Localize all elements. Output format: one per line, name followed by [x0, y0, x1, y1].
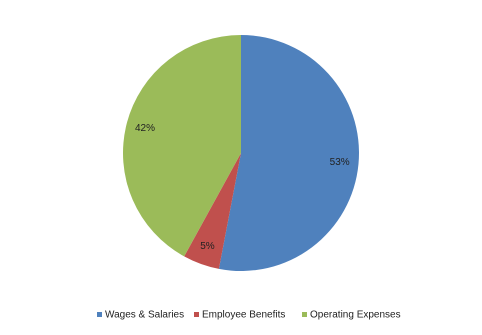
legend-label: Wages & Salaries	[105, 310, 184, 321]
legend-swatch	[194, 312, 199, 317]
legend-swatch	[302, 312, 307, 317]
data-label: 5%	[200, 241, 215, 252]
data-label: 42%	[135, 123, 155, 134]
pie-slice	[123, 34, 241, 257]
data-label: 53%	[330, 157, 350, 168]
legend-swatch	[97, 312, 102, 317]
pie-slice	[184, 153, 241, 269]
legend-label: Employee Benefits	[202, 310, 285, 321]
pie-slice	[218, 35, 360, 271]
legend-label: Operating Expenses	[310, 310, 401, 321]
